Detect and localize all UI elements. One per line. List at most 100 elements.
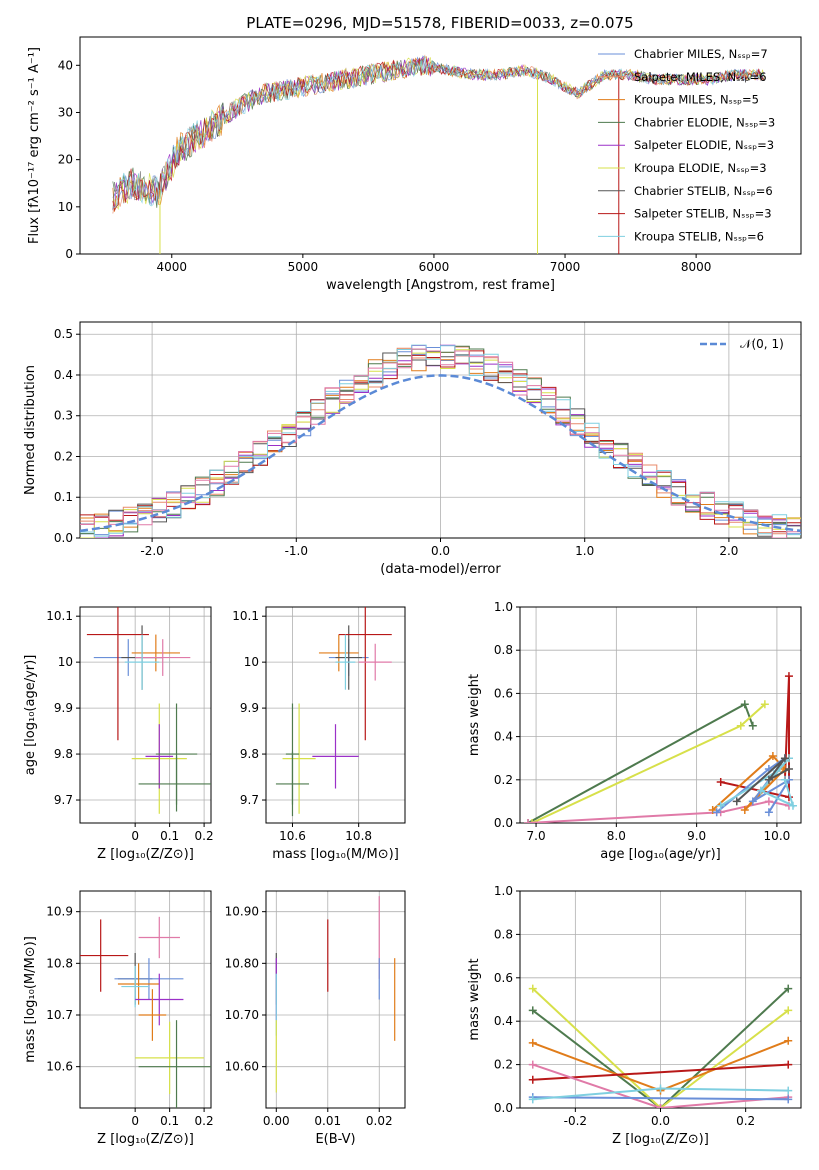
marker-plus — [784, 984, 793, 993]
axes-residuals: -2.0 -1.0 0.0 1.0 2.0 0.0 0.1 0.2 0.3 0.4 0.5 (data… — [23, 321, 802, 577]
marker-plus — [756, 786, 765, 795]
marker-plus — [528, 984, 537, 993]
axes-frame — [79, 321, 802, 539]
x-tick-label: 7.0 — [527, 829, 546, 843]
plot-area — [86, 607, 211, 814]
plot-area — [528, 984, 793, 1108]
x-tick-label: 10.6 — [279, 829, 306, 843]
grid — [80, 607, 211, 823]
y-tick-label: 10.7 — [46, 1008, 73, 1022]
x-axis-label: Z [log₁₀(Z/Z⊙)] — [97, 847, 194, 862]
y-tick-label: 0.6 — [494, 686, 513, 700]
x-tick-label: 0.00 — [263, 1114, 290, 1128]
x-tick-label: 6000 — [419, 260, 450, 274]
axes-age_vs_Z: 0 0.1 0.2 9.7 9.8 9.9 10 10.1 Z [log₁₀(Z/Z⊙)] age… — [23, 606, 214, 862]
series-line-kroupa_stelib — [720, 757, 795, 808]
y-tick-label: 0.4 — [494, 1014, 513, 1028]
y-tick-label: 1.0 — [494, 600, 513, 614]
y-tick-label: 0.2 — [494, 1058, 513, 1072]
y-tick-label: 9.8 — [240, 747, 259, 761]
marker-plus — [784, 765, 793, 773]
plots-root: 4000 5000 6000 7000 8000 0 10 20 30 40 wavelength … — [23, 36, 802, 1147]
y-tick-label: 0.4 — [494, 730, 513, 744]
y-tick-label: 0.6 — [494, 971, 513, 985]
marker-plus — [768, 752, 777, 761]
marker-plus — [716, 777, 725, 786]
x-axis-label: wavelength [Angstrom, rest frame] — [326, 278, 555, 293]
x-axis-label: Z [log₁₀(Z/Z⊙)] — [97, 1132, 194, 1147]
y-tick-label: 10.70 — [225, 1008, 259, 1022]
x-tick-label: -1.0 — [285, 544, 308, 558]
y-tick-label: 10.1 — [46, 609, 73, 623]
grid — [266, 607, 405, 823]
marker-plus — [788, 801, 797, 810]
y-tick-label: 9.9 — [54, 701, 73, 715]
legend-entry: Kroupa ELODIE, Nₛₛₚ=3 — [634, 161, 767, 175]
figure-title: PLATE=0296, MJD=51578, FIBERID=0033, z=0… — [246, 14, 633, 32]
x-tick-label: -2.0 — [140, 544, 163, 558]
axes-mass_weight_vs_age: 7.0 8.0 9.0 10.0 0.0 0.2 0.4 0.6 0.8 1.0 age [log₁… — [467, 600, 802, 862]
axes-mass_vs_ebv: 0.00 0.01 0.02 10.60 10.70 10.80 10.90 E(B-V) — [225, 890, 406, 1147]
y-tick-label: 1.0 — [494, 884, 513, 898]
y-tick-label: 0 — [65, 247, 73, 261]
marker-plus — [528, 1075, 537, 1084]
marker-plus — [784, 672, 793, 681]
y-tick-label: 9.8 — [54, 747, 73, 761]
y-tick-label: 0.2 — [54, 449, 73, 463]
marker-plus — [528, 1038, 537, 1047]
series-line-chabrier_elodie — [532, 987, 789, 1108]
legend-entry: Chabrier MILES, Nₛₛₚ=7 — [634, 47, 768, 61]
y-tick-label: 0.8 — [494, 927, 513, 941]
spectrum-line-chabrier_stelib — [112, 57, 765, 211]
axes-frame — [79, 606, 212, 824]
marker-plus — [764, 775, 773, 784]
x-tick-label: 10.0 — [764, 829, 791, 843]
axes-spectrum: 4000 5000 6000 7000 8000 0 10 20 30 40 wavelength … — [27, 36, 802, 293]
x-tick-label: 8000 — [681, 260, 712, 274]
y-tick-label: 9.7 — [240, 793, 259, 807]
marker-plus — [764, 808, 773, 817]
x-tick-label: 0.1 — [160, 1114, 179, 1128]
plot-area — [275, 607, 392, 817]
marker-plus — [716, 801, 725, 810]
marker-plus — [784, 1060, 793, 1069]
legend-entry: Salpeter MILES, Nₛₛₚ=6 — [634, 70, 767, 84]
marker-plus — [528, 1060, 537, 1069]
plot-area — [80, 344, 801, 538]
x-tick-label: 0.02 — [366, 1114, 393, 1128]
y-axis-label: mass weight — [467, 674, 482, 756]
y-tick-label: 10.90 — [225, 905, 259, 919]
y-tick-label: 10 — [244, 655, 259, 669]
y-tick-label: 0.4 — [54, 368, 73, 382]
plot-area — [275, 896, 396, 1093]
marker-plus — [524, 819, 533, 823]
marker-plus — [708, 806, 717, 815]
spectrum-line-kroupa_stelib — [112, 55, 765, 208]
marker-plus — [528, 1006, 537, 1015]
legend: Chabrier MILES, Nₛₛₚ=7 Salpeter MILES, Nₛ… — [598, 47, 775, 243]
legend-entry: Chabrier ELODIE, Nₛₛₚ=3 — [634, 115, 775, 129]
legend-entry: Chabrier STELIB, Nₛₛₚ=6 — [634, 184, 773, 198]
y-tick-label: 10 — [58, 200, 73, 214]
x-tick-label: 0.0 — [431, 544, 450, 558]
y-tick-label: 0.3 — [54, 409, 73, 423]
x-tick-label: 9.0 — [687, 829, 706, 843]
x-axis-label: Z [log₁₀(Z/Z⊙)] — [612, 1132, 709, 1147]
marker-plus — [784, 1086, 793, 1095]
series-line-pink — [532, 1063, 789, 1108]
x-axis-label: E(B-V) — [315, 1132, 355, 1147]
y-tick-label: 40 — [58, 58, 73, 72]
marker-plus — [780, 775, 789, 784]
x-tick-label: 1.0 — [575, 544, 594, 558]
marker-plus — [760, 700, 769, 709]
y-tick-label: 0.8 — [494, 643, 513, 657]
y-tick-label: 20 — [58, 153, 73, 167]
marker-plus — [528, 819, 537, 823]
series-line-kroupa_elodie — [532, 987, 789, 1108]
hist-pink — [80, 348, 801, 538]
y-tick-label: 10.6 — [46, 1060, 73, 1074]
x-tick-label: 10.8 — [345, 829, 372, 843]
y-tick-label: 10.8 — [46, 956, 73, 970]
y-axis-label: mass [log₁₀(M/M⊙)] — [23, 936, 38, 1063]
y-tick-label: 10.1 — [232, 609, 259, 623]
